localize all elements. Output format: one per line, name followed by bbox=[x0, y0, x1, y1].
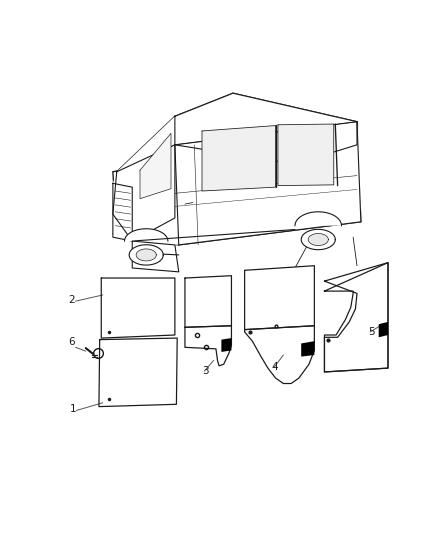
Polygon shape bbox=[308, 233, 328, 246]
Text: 5: 5 bbox=[368, 327, 374, 337]
Polygon shape bbox=[245, 326, 314, 384]
Polygon shape bbox=[185, 276, 231, 327]
Polygon shape bbox=[301, 341, 314, 357]
Polygon shape bbox=[379, 322, 388, 337]
Polygon shape bbox=[113, 145, 175, 241]
Polygon shape bbox=[221, 338, 231, 352]
Polygon shape bbox=[278, 124, 334, 185]
Polygon shape bbox=[175, 93, 357, 164]
Polygon shape bbox=[140, 133, 171, 199]
Polygon shape bbox=[325, 263, 388, 372]
Polygon shape bbox=[325, 263, 388, 372]
Polygon shape bbox=[113, 183, 132, 241]
Polygon shape bbox=[99, 338, 177, 407]
Polygon shape bbox=[185, 326, 231, 366]
Polygon shape bbox=[132, 241, 179, 272]
Text: 6: 6 bbox=[69, 337, 75, 347]
Polygon shape bbox=[175, 122, 361, 245]
Polygon shape bbox=[101, 278, 175, 338]
Polygon shape bbox=[136, 249, 156, 261]
Text: 3: 3 bbox=[202, 366, 208, 376]
Polygon shape bbox=[129, 245, 163, 265]
Text: 2: 2 bbox=[69, 295, 75, 305]
Polygon shape bbox=[245, 265, 314, 329]
Text: 1: 1 bbox=[70, 404, 77, 414]
Text: 4: 4 bbox=[272, 362, 279, 373]
Polygon shape bbox=[202, 126, 276, 191]
Polygon shape bbox=[124, 229, 168, 241]
Polygon shape bbox=[113, 93, 361, 268]
Polygon shape bbox=[295, 212, 342, 225]
Polygon shape bbox=[301, 229, 336, 249]
